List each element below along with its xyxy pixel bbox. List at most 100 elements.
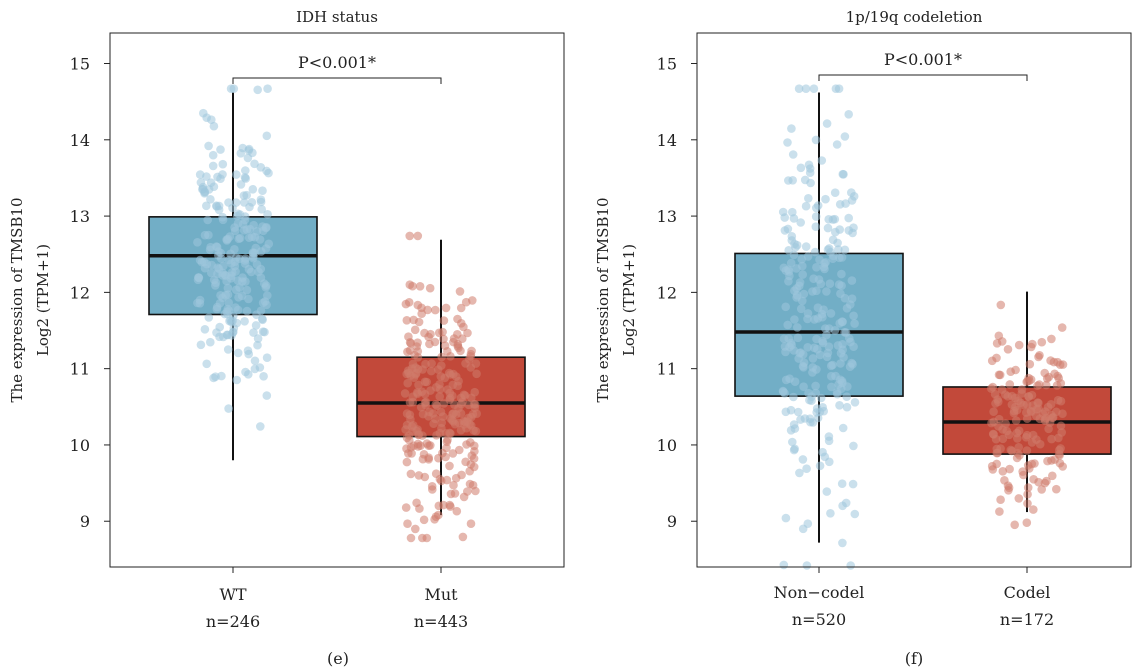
data-point: [203, 215, 212, 225]
data-point: [240, 317, 249, 326]
data-point: [445, 388, 455, 398]
data-point: [250, 159, 259, 169]
data-point: [244, 294, 253, 304]
y-tick-label: 13: [70, 207, 90, 226]
plot-frame: [696, 32, 1132, 568]
data-point: [1047, 434, 1056, 444]
data-point: [402, 457, 412, 467]
data-point: [1056, 396, 1066, 406]
data-point: [431, 305, 440, 315]
data-point: [1021, 433, 1031, 442]
data-point: [463, 487, 472, 496]
data-point: [822, 287, 831, 296]
data-point: [844, 110, 853, 119]
data-point: [1058, 409, 1067, 419]
data-point: [214, 251, 223, 260]
box-iqr: [734, 252, 904, 397]
data-point: [209, 275, 219, 285]
data-point: [450, 419, 460, 429]
data-point: [420, 328, 429, 338]
data-point: [822, 119, 832, 128]
data-point: [248, 185, 258, 194]
data-point: [1055, 445, 1064, 455]
data-point: [1001, 419, 1010, 428]
data-point: [824, 342, 834, 352]
data-point: [996, 300, 1006, 310]
data-point: [1007, 400, 1017, 409]
data-point: [833, 238, 842, 248]
data-point: [992, 444, 1002, 454]
data-point: [789, 214, 799, 223]
data-point: [840, 245, 850, 255]
data-point: [1014, 494, 1024, 503]
data-point: [1028, 339, 1037, 349]
data-point: [195, 170, 205, 179]
data-point: [400, 389, 410, 398]
data-point: [418, 365, 428, 374]
data-point: [253, 85, 262, 95]
data-point: [238, 220, 248, 229]
data-point: [416, 441, 425, 451]
data-point: [824, 244, 834, 253]
data-point: [261, 223, 271, 233]
data-point: [812, 408, 821, 417]
data-point: [256, 247, 266, 256]
data-point: [815, 350, 825, 360]
data-point: [435, 380, 444, 389]
data-point: [834, 84, 844, 93]
data-point: [405, 338, 415, 347]
data-point: [848, 479, 858, 489]
data-point: [199, 257, 209, 267]
data-point: [262, 166, 271, 176]
data-point: [850, 509, 860, 519]
data-point: [218, 159, 228, 169]
data-point: [206, 337, 215, 347]
data-point: [989, 430, 998, 439]
data-point: [830, 188, 840, 197]
data-point: [850, 319, 859, 328]
data-point: [448, 449, 458, 458]
data-point: [224, 404, 233, 413]
data-point: [783, 138, 792, 147]
data-point: [1032, 405, 1041, 414]
data-point: [995, 370, 1005, 380]
data-point: [451, 473, 461, 483]
data-point: [778, 386, 788, 396]
data-point: [200, 325, 210, 334]
data-point: [828, 215, 838, 224]
data-point: [227, 331, 236, 340]
data-point: [1046, 356, 1055, 365]
data-point: [802, 561, 812, 570]
data-point: [412, 498, 421, 508]
data-point: [202, 113, 211, 122]
data-point: [405, 280, 415, 290]
data-point: [241, 174, 250, 183]
data-point: [224, 255, 234, 265]
data-point: [411, 363, 420, 372]
data-point: [1035, 439, 1045, 449]
data-point: [992, 459, 1001, 469]
data-point: [1029, 505, 1038, 514]
data-point: [1052, 484, 1061, 494]
data-point: [817, 309, 827, 319]
data-point: [439, 334, 448, 344]
data-point: [426, 441, 435, 450]
data-point: [1014, 426, 1024, 436]
data-point: [414, 471, 424, 480]
data-point: [847, 196, 857, 205]
data-point: [1014, 340, 1024, 350]
data-point: [998, 434, 1008, 444]
data-point: [202, 359, 211, 369]
data-point: [453, 314, 462, 324]
data-point: [1026, 375, 1036, 384]
data-point: [437, 352, 447, 362]
data-point: [420, 389, 430, 399]
data-point: [1035, 380, 1044, 389]
data-point: [819, 406, 828, 416]
data-point: [428, 409, 438, 418]
data-point: [783, 320, 792, 330]
data-point: [1007, 391, 1017, 401]
data-point: [846, 561, 855, 570]
data-point: [795, 281, 804, 291]
data-point: [466, 519, 476, 528]
